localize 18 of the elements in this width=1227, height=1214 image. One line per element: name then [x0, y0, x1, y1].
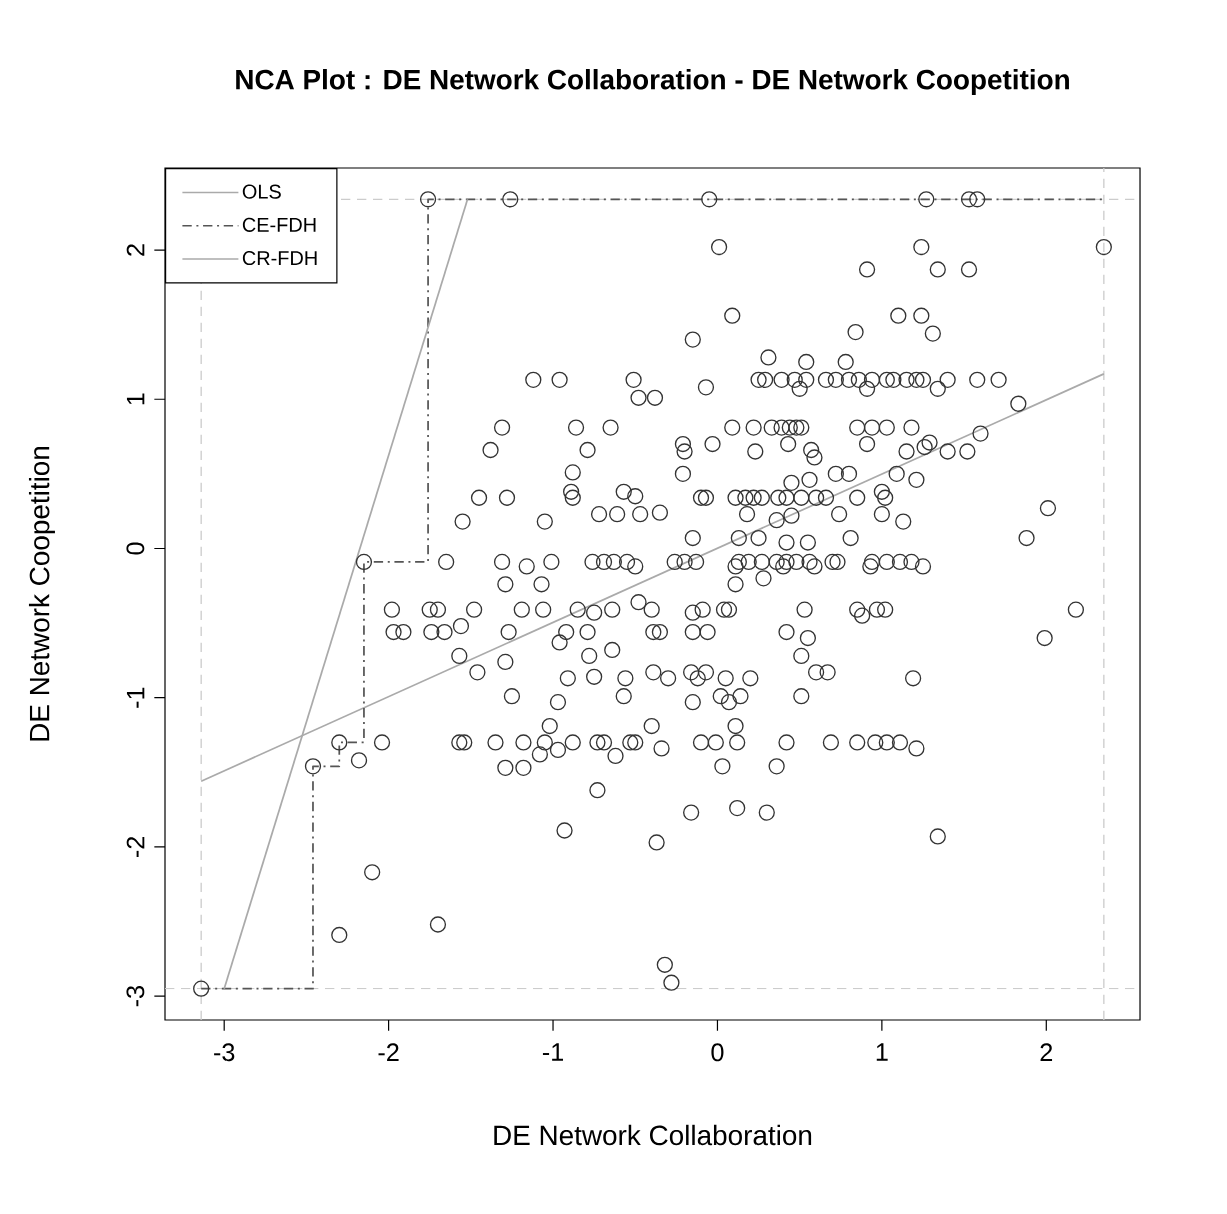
- y-tick-label: 0: [126, 542, 145, 555]
- legend-label: CR-FDH: [242, 251, 317, 266]
- y-tick-label: -1: [126, 687, 145, 708]
- legend-label: CE-FDH: [242, 217, 316, 232]
- x-tick-label: -2: [378, 1043, 399, 1061]
- y-tick-label: -2: [126, 836, 145, 858]
- y-tick-label: -3: [126, 986, 145, 1007]
- chart-title: NCA Plot : DE Network Collaboration - DE Network Coopetition: [236, 69, 1069, 96]
- x-axis-title: DE Network Collaboration: [494, 1124, 812, 1146]
- x-tick-label: -3: [214, 1043, 235, 1062]
- x-tick-label: 0: [711, 1043, 724, 1062]
- x-tick-label: -1: [542, 1043, 564, 1061]
- legend-label: OLS: [242, 184, 281, 199]
- y-axis-title: DE Network Coopetition: [28, 447, 55, 741]
- x-tick-label: 1: [876, 1043, 888, 1061]
- x-tick-label: 2: [1040, 1043, 1053, 1061]
- y-tick-label: 2: [126, 244, 145, 256]
- y-tick-label: 1: [126, 393, 145, 405]
